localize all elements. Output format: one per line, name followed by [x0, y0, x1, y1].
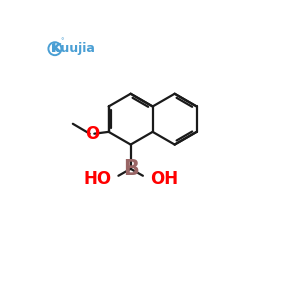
Text: O: O: [85, 125, 99, 143]
Text: K: K: [51, 44, 59, 54]
Text: OH: OH: [150, 169, 178, 188]
Text: Kuujia: Kuujia: [52, 42, 96, 55]
Text: °: °: [61, 39, 64, 45]
Text: HO: HO: [83, 169, 112, 188]
Text: B: B: [123, 159, 139, 179]
